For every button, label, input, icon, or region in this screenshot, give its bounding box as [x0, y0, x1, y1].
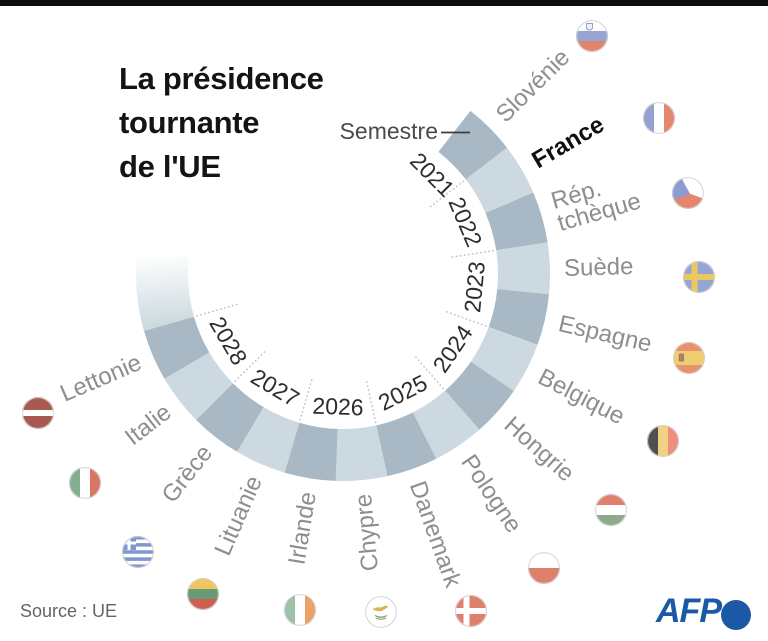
ring-segment-rep-tcheque — [485, 192, 548, 251]
page-title-line-1: La présidence — [119, 61, 324, 96]
flag-suede-icon — [683, 261, 715, 293]
ring-segment-lettonie — [144, 316, 210, 379]
year-divider-line — [450, 249, 494, 258]
year-divider-line — [299, 378, 313, 421]
afp-logo-dot-icon — [721, 600, 751, 630]
ring-segment-grece — [196, 383, 264, 452]
ring-segment-pologne — [412, 390, 480, 459]
year-divider-line — [365, 380, 377, 424]
flag-grece-icon — [122, 536, 154, 568]
year-divider-line — [445, 310, 487, 327]
flag-lituanie-icon — [187, 578, 219, 610]
flag-rep-tcheque-icon — [672, 177, 704, 209]
page-title: La présidence tournante de l'UE — [119, 57, 324, 189]
page-title-line-2: tournante — [119, 105, 260, 140]
country-label-suede: Suède — [563, 252, 634, 282]
year-divider-line — [414, 356, 444, 390]
flag-italie-icon — [69, 467, 101, 499]
source-text: Source : UE — [20, 601, 118, 621]
ring-fade-tail — [136, 250, 195, 332]
flag-belgique-icon — [647, 425, 679, 457]
ring-segment-suede — [496, 242, 550, 295]
year-label-2023: 2023 — [459, 260, 491, 314]
flag-hongrie-icon — [595, 494, 627, 526]
ring-segment-lituanie — [237, 407, 300, 473]
ring-segment-hongrie — [445, 361, 514, 430]
page-title-line-3: de l'UE — [119, 149, 221, 184]
flag-espagne-icon — [673, 342, 705, 374]
ring-segment-espagne — [488, 289, 550, 345]
top-bar — [0, 0, 768, 6]
year-divider-line — [234, 350, 266, 382]
flag-lettonie-icon — [22, 397, 54, 429]
flag-france-icon — [643, 102, 675, 134]
ring-segment-irlande — [284, 422, 338, 481]
ring-segment-chypre — [335, 425, 388, 481]
flag-slovenie-icon — [576, 20, 608, 52]
year-label-2026: 2026 — [312, 392, 365, 421]
country-label-chypre: Chypre — [349, 492, 384, 573]
ring-segment-slovenie — [438, 110, 508, 180]
ring-segment-france — [465, 147, 534, 213]
flag-pologne-icon — [528, 552, 560, 584]
year-divider-line — [196, 303, 239, 317]
ring-segment-belgique — [470, 327, 538, 391]
afp-logo-text: AFP — [656, 592, 722, 630]
year-divider-line — [429, 180, 465, 208]
ring-segment-italie — [164, 352, 234, 420]
flag-danemark-icon — [455, 595, 487, 627]
flag-irlande-icon — [284, 594, 316, 626]
flag-chypre-icon — [365, 596, 397, 628]
semester-pointer-label: Semestre — [339, 118, 438, 144]
ring-segment-danemark — [376, 412, 437, 477]
